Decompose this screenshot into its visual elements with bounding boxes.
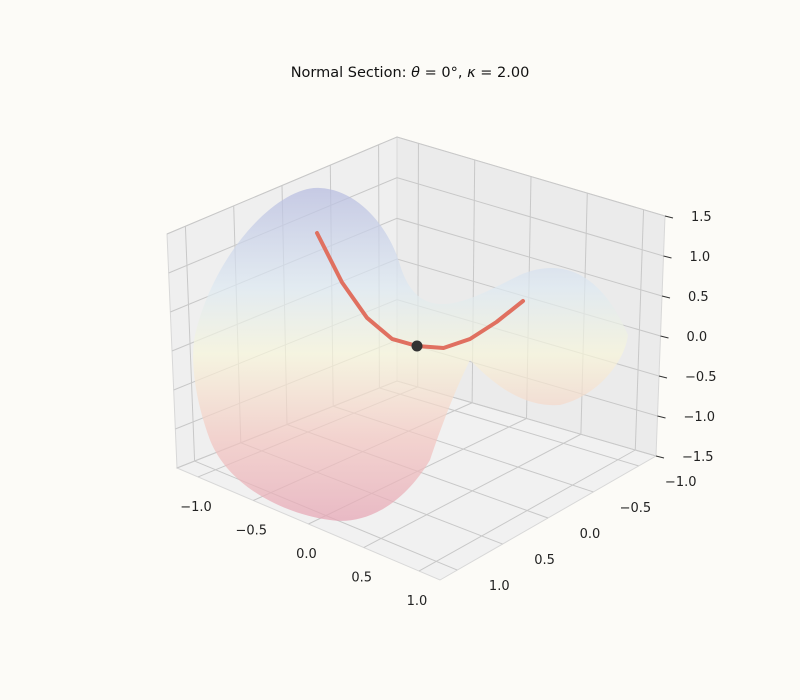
y-tick-label: −0.5 bbox=[620, 501, 652, 516]
z-tick-label: −1.5 bbox=[682, 450, 714, 465]
y-tick-label: 0.5 bbox=[534, 553, 555, 568]
title-part-2: = 0°, bbox=[420, 65, 467, 81]
title-part-4: = 2.00 bbox=[476, 65, 530, 81]
surface-point-marker bbox=[411, 340, 423, 352]
surface bbox=[193, 187, 628, 521]
z-tick-mark bbox=[664, 215, 674, 219]
y-tick-label: −1.0 bbox=[665, 475, 697, 490]
z-tick-mark bbox=[661, 295, 671, 299]
z-gridline bbox=[166, 136, 666, 235]
z-tick-label: 0.5 bbox=[688, 290, 709, 305]
x-tick-label: −1.0 bbox=[180, 500, 212, 515]
chart-title: Normal Section: θ = 0°, κ = 2.00 bbox=[291, 65, 530, 81]
x-tick-label: 0.0 bbox=[296, 547, 317, 562]
z-tick-mark bbox=[660, 335, 669, 339]
title-part-0: Normal Section: bbox=[291, 65, 411, 81]
y-tick-label: 0.0 bbox=[580, 527, 601, 542]
z-tick-label: −0.5 bbox=[685, 370, 717, 385]
z-tick-mark bbox=[658, 375, 668, 379]
x-tick-label: −0.5 bbox=[235, 523, 267, 538]
y-wall-gridline bbox=[634, 209, 645, 451]
x-wall-gridline bbox=[184, 226, 196, 462]
z-tick-label: 1.0 bbox=[690, 250, 711, 265]
z-tick-mark bbox=[663, 255, 672, 259]
title-part-1: θ bbox=[411, 65, 420, 81]
tick-labels: −1.0 −0.5 0.0 0.5 1.0 −1.0 −0.5 0.0 0.5 1.0 −1.5 −1… bbox=[180, 210, 716, 609]
saddle-surface bbox=[193, 187, 628, 521]
x-tick-label: 0.5 bbox=[351, 571, 372, 586]
x-tick-label: 1.0 bbox=[407, 594, 428, 609]
normal-section-curve-layer bbox=[315, 231, 525, 352]
z-tick-label: −1.0 bbox=[684, 410, 716, 425]
z-tick-label: 0.0 bbox=[687, 330, 708, 345]
chart-title-text: Normal Section: θ = 0°, κ = 2.00 bbox=[291, 65, 530, 81]
z-tick-mark bbox=[657, 415, 666, 419]
z-tick-mark bbox=[655, 455, 665, 459]
z-tick-label: 1.5 bbox=[691, 210, 712, 225]
title-part-3: κ bbox=[467, 65, 476, 81]
y-tick-label: 1.0 bbox=[489, 579, 510, 594]
